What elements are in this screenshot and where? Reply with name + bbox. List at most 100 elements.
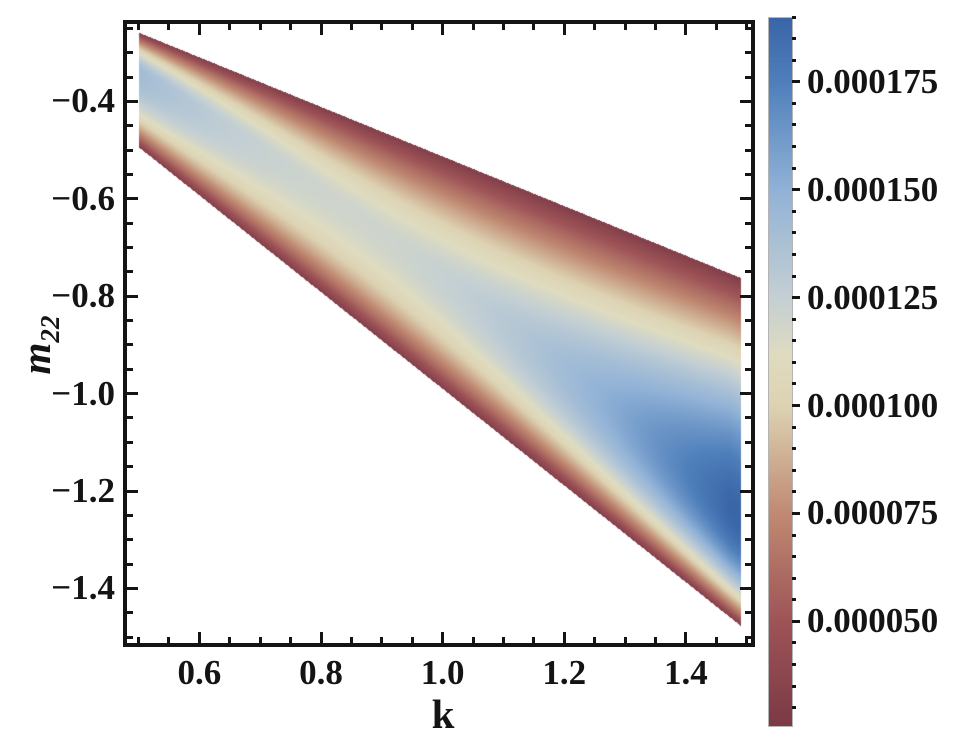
x-major-tick-top — [197, 24, 201, 35]
y-minor-tick — [127, 51, 133, 55]
y-minor-tick — [127, 75, 133, 79]
y-major-tick — [127, 392, 138, 396]
colorbar-tick-label: 0.000050 — [807, 601, 939, 641]
y-major-tick — [127, 294, 138, 298]
x-major-tick — [319, 632, 323, 643]
y-minor-tick — [127, 221, 133, 225]
y-minor-tick-right — [745, 26, 751, 30]
y-minor-tick-right — [745, 124, 751, 128]
x-minor-tick-top — [410, 24, 414, 30]
colorbar-minor-tick — [792, 58, 796, 62]
y-minor-tick — [127, 26, 133, 30]
colorbar-minor-tick — [792, 533, 796, 537]
x-tick-label: 0.6 — [177, 653, 222, 692]
y-tick-label: −1.4 — [51, 568, 115, 608]
y-axis-title-base: m — [13, 342, 59, 375]
colorbar-minor-tick — [792, 598, 796, 602]
colorbar-minor-tick — [792, 15, 796, 19]
x-minor-tick-top — [289, 24, 293, 30]
y-minor-tick — [127, 562, 133, 566]
x-minor-tick — [410, 637, 414, 643]
colorbar-minor-tick — [792, 123, 796, 127]
colorbar-tick-label: 0.000150 — [807, 169, 939, 209]
colorbar-minor-tick — [792, 360, 796, 364]
y-minor-tick — [127, 465, 133, 469]
y-axis-title-subscript: 22 — [35, 315, 66, 343]
x-tick-label: 0.8 — [299, 653, 343, 692]
y-minor-tick — [127, 538, 133, 542]
x-minor-tick — [654, 637, 657, 643]
y-minor-tick — [127, 635, 133, 639]
y-minor-tick — [127, 367, 133, 371]
y-tick-label: −1.2 — [51, 471, 115, 511]
colorbar-minor-tick — [792, 209, 796, 213]
y-minor-tick — [127, 440, 133, 444]
y-minor-tick — [127, 124, 133, 128]
colorbar-minor-tick — [792, 317, 796, 321]
x-minor-tick-top — [137, 24, 141, 30]
colorbar-major-tick — [792, 404, 800, 408]
y-minor-tick-right — [745, 221, 751, 225]
x-major-tick — [684, 632, 688, 643]
x-tick-label: 1.2 — [542, 653, 587, 692]
colorbar-minor-tick — [792, 447, 796, 451]
colorbar-minor-tick — [792, 274, 796, 278]
x-minor-tick-top — [349, 24, 353, 30]
x-major-tick-top — [441, 24, 445, 35]
x-minor-tick — [289, 637, 293, 643]
colorbar-minor-tick — [792, 166, 796, 170]
colorbar-major-tick — [792, 188, 800, 192]
y-minor-tick — [127, 416, 133, 420]
x-major-tick — [441, 632, 445, 643]
y-minor-tick-right — [745, 270, 751, 274]
colorbar-minor-tick — [792, 555, 796, 559]
x-minor-tick — [258, 637, 262, 643]
x-minor-tick — [501, 637, 505, 643]
colorbar-minor-tick — [792, 37, 796, 41]
x-minor-tick — [471, 637, 475, 643]
y-major-tick — [127, 586, 138, 590]
y-minor-tick — [127, 148, 133, 152]
y-minor-tick-right — [745, 416, 751, 420]
x-minor-tick — [380, 637, 384, 643]
y-minor-tick — [127, 513, 133, 517]
y-major-tick-right — [740, 99, 751, 103]
x-minor-tick-top — [258, 24, 262, 30]
colorbar-minor-tick — [792, 101, 796, 105]
colorbar-minor-tick — [792, 663, 796, 667]
colorbar-major-tick — [792, 80, 800, 84]
y-major-tick-right — [740, 392, 751, 396]
x-major-tick-top — [562, 24, 566, 35]
colorbar-minor-tick — [792, 145, 796, 148]
y-minor-tick-right — [745, 465, 751, 469]
y-minor-tick-right — [745, 319, 751, 323]
y-minor-tick — [127, 246, 133, 250]
x-minor-tick-top — [167, 24, 171, 30]
colorbar-minor-tick — [792, 468, 796, 472]
y-tick-label: −0.8 — [51, 276, 115, 316]
colorbar-minor-tick — [792, 382, 796, 386]
colorbar-minor-tick — [792, 490, 796, 494]
colorbar-minor-tick — [792, 576, 796, 580]
y-tick-label: −1.0 — [51, 373, 115, 413]
y-minor-tick — [127, 270, 133, 274]
x-tick-label: 1.0 — [420, 653, 465, 692]
colorbar-tick-label: 0.000075 — [807, 493, 939, 533]
x-tick-label: 1.4 — [664, 653, 708, 692]
y-major-tick — [127, 489, 138, 493]
y-minor-tick — [127, 611, 133, 615]
colorbar-minor-tick — [792, 425, 796, 429]
x-minor-tick-top — [471, 24, 475, 30]
colorbar-tick-label: 0.000125 — [807, 277, 939, 317]
colorbar-minor-tick — [792, 252, 796, 256]
x-minor-tick — [714, 637, 718, 643]
y-major-tick-right — [740, 489, 751, 493]
x-minor-tick-top — [501, 24, 505, 30]
colorbar-minor-tick — [792, 684, 796, 688]
colorbar-minor-tick — [792, 339, 796, 343]
x-major-tick-top — [319, 24, 323, 35]
colorbar-minor-tick — [792, 641, 796, 645]
x-major-tick-top — [684, 24, 688, 35]
density-band-plot — [127, 24, 751, 643]
y-minor-tick — [127, 172, 133, 176]
